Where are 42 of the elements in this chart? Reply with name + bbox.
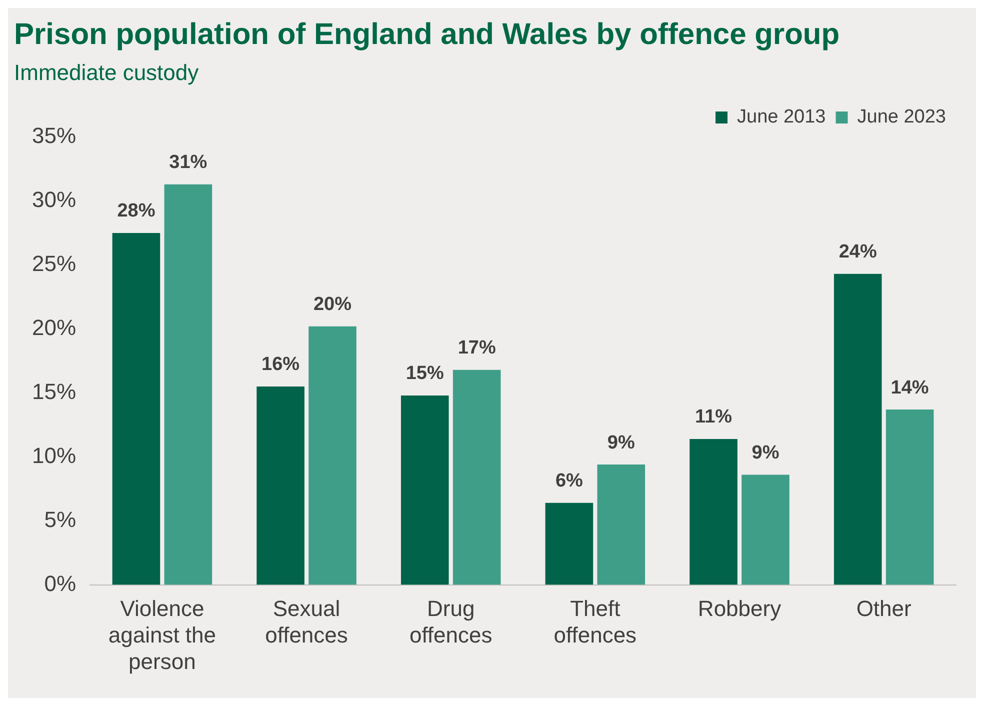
bar xyxy=(545,502,594,585)
x-tick-label: Other xyxy=(856,596,912,622)
y-tick-label: 5% xyxy=(44,506,76,532)
y-tick-label: 20% xyxy=(32,314,76,340)
chart-subtitle: Immediate custody xyxy=(14,60,199,86)
data-label: 6% xyxy=(555,470,584,492)
bar xyxy=(400,395,449,585)
bar xyxy=(886,410,934,585)
bar xyxy=(834,274,882,585)
x-tick-label: Drug offences xyxy=(409,596,492,648)
bar xyxy=(112,232,160,585)
x-tick-label: Violence against the person xyxy=(108,596,216,674)
bar xyxy=(452,370,501,585)
bar xyxy=(690,438,738,585)
legend-label: June 2023 xyxy=(857,106,946,128)
bar xyxy=(164,184,212,585)
data-label: 28% xyxy=(117,200,156,222)
y-tick-label: 10% xyxy=(32,442,76,468)
y-tick-label: 15% xyxy=(32,378,76,404)
data-label: 20% xyxy=(313,294,352,316)
bar xyxy=(742,474,790,585)
data-label: 16% xyxy=(262,354,300,376)
x-tick-label: Theft offences xyxy=(554,596,637,648)
x-tick-label: Robbery xyxy=(698,596,782,622)
data-label: 15% xyxy=(406,363,444,384)
y-tick-label: 0% xyxy=(44,570,76,596)
chart-title: Prison population of England and Wales by offence group xyxy=(14,18,840,52)
x-tick-label: Sexual offences xyxy=(265,596,348,648)
bar xyxy=(308,326,356,585)
data-label: 11% xyxy=(695,406,732,428)
legend-label: June 2013 xyxy=(737,106,826,128)
data-label: 17% xyxy=(458,338,496,359)
data-label: 9% xyxy=(752,442,780,464)
bar xyxy=(256,386,304,585)
data-label: 14% xyxy=(890,377,929,398)
bar xyxy=(597,464,646,585)
data-label: 24% xyxy=(838,242,877,263)
y-tick-label: 30% xyxy=(32,187,76,212)
data-label: 31% xyxy=(169,152,208,174)
y-tick-label: 35% xyxy=(32,123,76,148)
y-tick-label: 25% xyxy=(32,251,76,276)
data-label: 9% xyxy=(607,432,635,454)
